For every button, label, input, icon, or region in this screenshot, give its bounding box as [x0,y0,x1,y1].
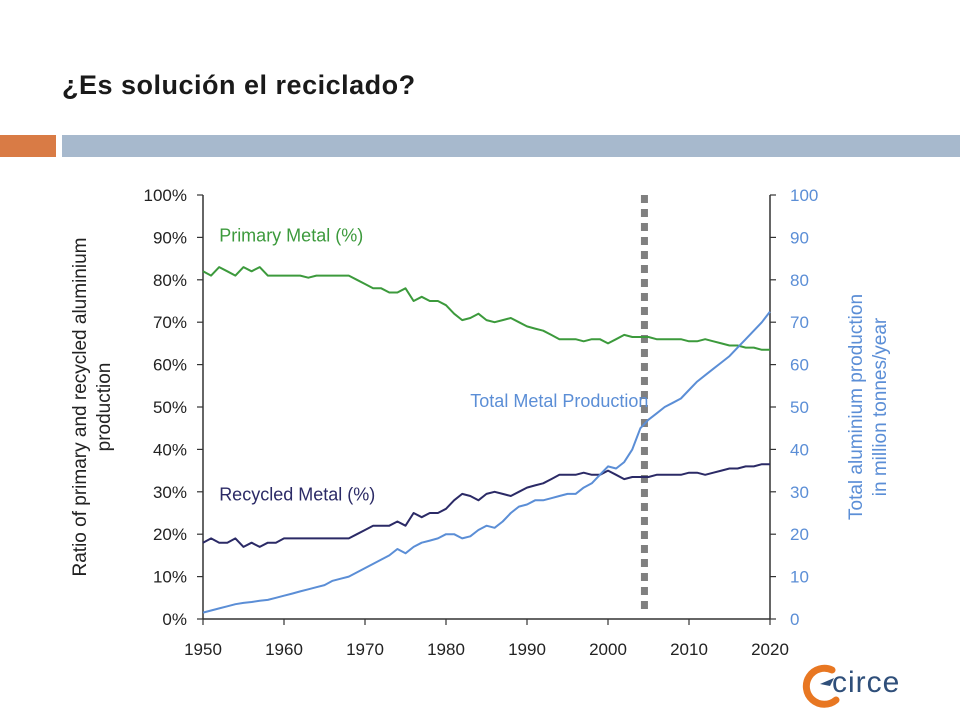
left-tick-label: 100% [144,186,187,205]
right-tick-label: 80 [790,271,809,290]
total-production-label: Total Metal Production [470,391,648,411]
left-tick-label: 20% [153,525,187,544]
circe-logo-icon [802,664,840,708]
x-tick-label: 1980 [427,640,465,659]
chart-container: 0% 10% 20% 30% 40% 50% 60% 70% 80% 90% 100% 0 10 20 30… [0,160,960,680]
left-tick-label: 10% [153,568,187,587]
right-tick-label: 10 [790,568,809,587]
left-tick-label: 80% [153,271,187,290]
right-axis-title: Total aluminium production in million ton… [846,294,891,520]
x-tick-label: 2020 [751,640,789,659]
right-tick-label: 60 [790,356,809,375]
x-tick-label: 1950 [184,640,222,659]
recycled-metal-line [202,463,770,548]
circe-logo: circe [802,662,942,712]
left-tick-label: 30% [153,483,187,502]
right-tick-label: 50 [790,398,809,417]
accent-bar-blue [62,135,960,157]
slide-title: ¿Es solución el reciclado? [62,70,416,100]
aluminium-chart: 0% 10% 20% 30% 40% 50% 60% 70% 80% 90% 100% 0 10 20 30… [70,186,891,659]
x-tick-label: 2000 [589,640,627,659]
left-tick-label: 70% [153,313,187,332]
logo-text: circe [832,666,901,699]
right-tick-label: 0 [790,610,799,629]
x-tick-label: 2010 [670,640,708,659]
right-tick-label: 100 [790,186,818,205]
x-tick-label: 1960 [265,640,303,659]
recycled-metal-label: Recycled Metal (%) [219,484,375,504]
right-tick-label: 40 [790,440,809,459]
left-tick-label: 40% [153,440,187,459]
right-tick-label: 30 [790,483,809,502]
left-axis-title: Ratio of primary and recycled aluminium p… [70,238,115,577]
left-tick-label: 0% [162,610,187,629]
x-tick-label: 1990 [508,640,546,659]
primary-metal-label: Primary Metal (%) [219,226,363,246]
right-tick-label: 70 [790,313,809,332]
primary-metal-line [202,266,770,351]
left-tick-label: 60% [153,356,187,375]
x-tick-label: 1970 [346,640,384,659]
left-tick-label: 90% [153,228,187,247]
right-tick-label: 20 [790,525,809,544]
total-production-line [202,310,771,614]
accent-bar-orange [0,135,56,157]
right-tick-label: 90 [790,228,809,247]
left-tick-label: 50% [153,398,187,417]
